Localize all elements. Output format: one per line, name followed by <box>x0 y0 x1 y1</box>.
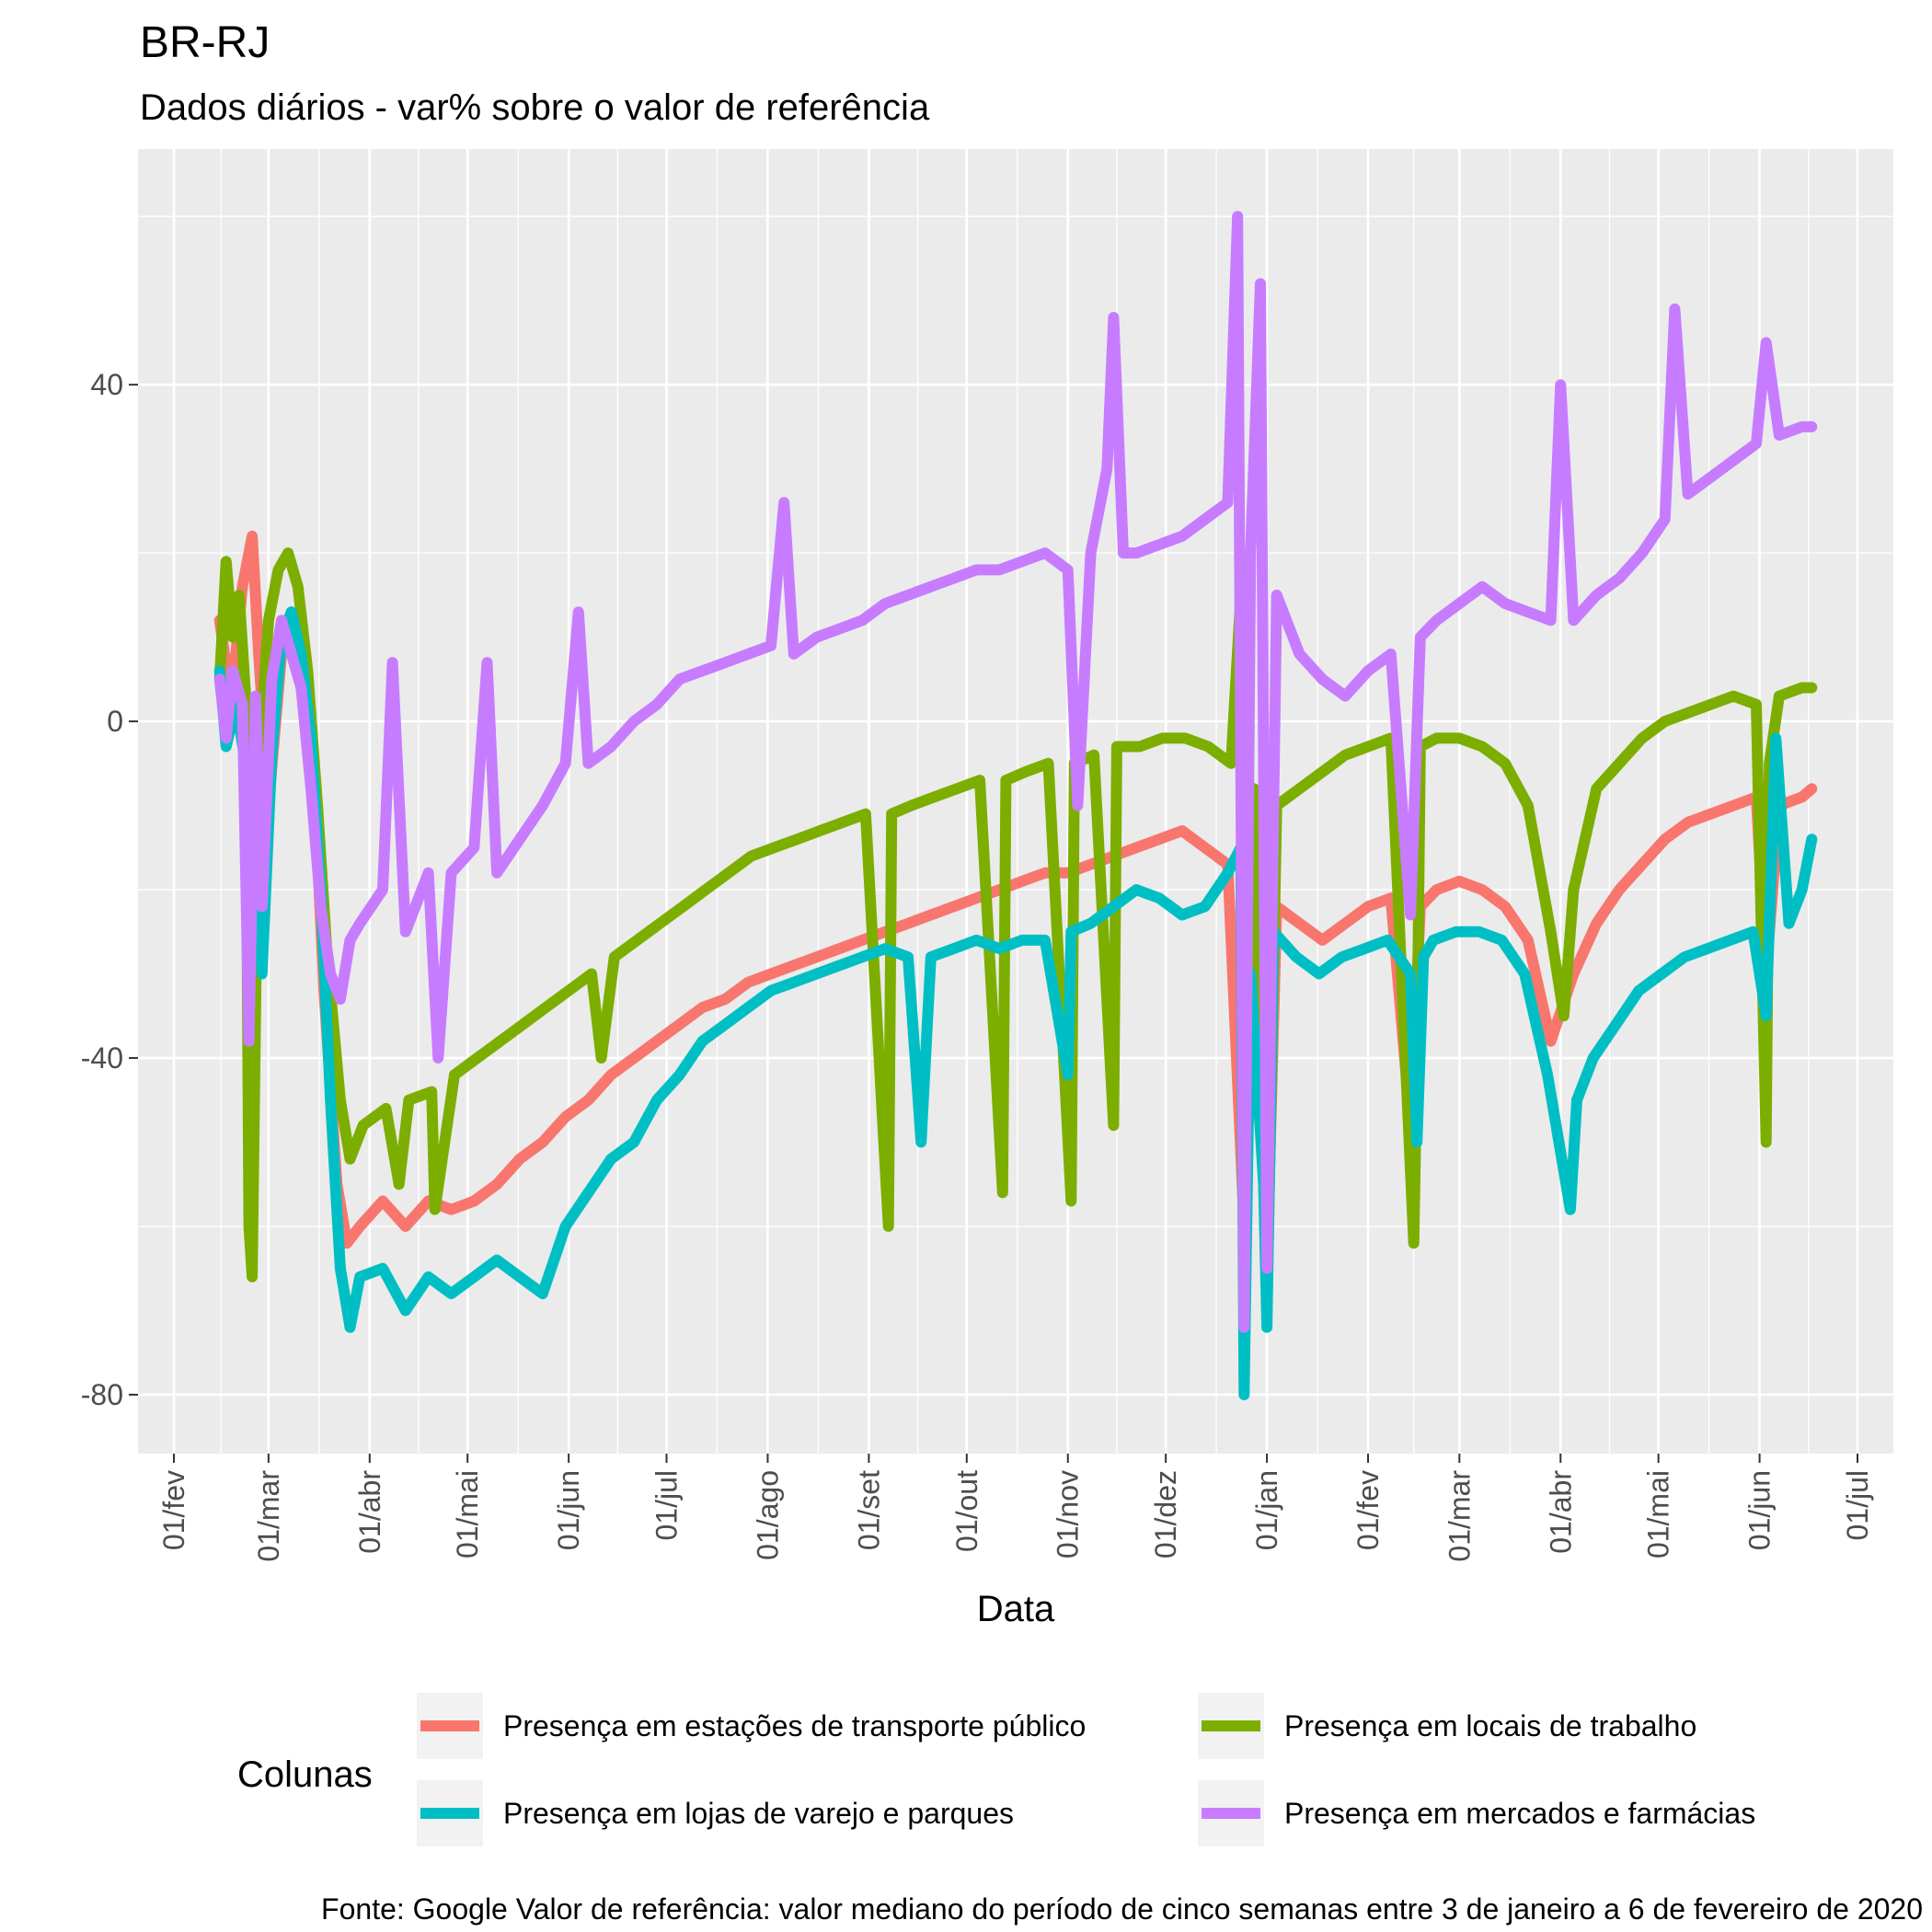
major-gridlines <box>138 149 1893 1454</box>
x-tick-label: 01/nov <box>1052 1470 1085 1558</box>
x-tick-label: 01/jun <box>1743 1470 1777 1550</box>
chart-title: BR-RJ <box>140 18 270 67</box>
chart-subtitle: Dados diários - var% sobre o valor de re… <box>140 87 930 128</box>
x-tick-label: 01/ago <box>751 1470 784 1560</box>
series-lines <box>213 211 1818 1400</box>
legend: Colunas Presença em estações de transpor… <box>237 1693 1755 1846</box>
x-tick-label: 01/jul <box>1841 1470 1874 1541</box>
x-tick-label: 01/fev <box>157 1470 190 1550</box>
legend-label: Presença em mercados e farmácias <box>1284 1797 1755 1830</box>
legend-label: Presença em estações de transporte públi… <box>503 1709 1086 1742</box>
x-tick-label: 01/jun <box>552 1470 585 1550</box>
series-line <box>213 211 1818 1333</box>
minor-gridlines <box>138 149 1893 1454</box>
series-line <box>213 530 1818 1274</box>
y-tick-label: 0 <box>107 705 123 738</box>
legend-label: Presença em lojas de varejo e parques <box>503 1797 1014 1830</box>
x-tick-label: 01/mar <box>252 1470 285 1562</box>
chart-caption: Fonte: Google Valor de referência: valor… <box>321 1892 1923 1926</box>
y-tick-label: -80 <box>81 1378 123 1411</box>
x-tick-label: 01/fev <box>1351 1470 1385 1550</box>
x-tick-label: 01/mar <box>1443 1470 1476 1562</box>
series-line <box>213 547 1818 1317</box>
x-tick-label: 01/out <box>950 1470 983 1552</box>
x-tick-label: 01/abr <box>353 1470 386 1554</box>
x-tick-label: 01/jan <box>1250 1470 1283 1550</box>
series-line <box>213 606 1818 1400</box>
x-axis-title: Data <box>977 1589 1055 1629</box>
x-tick-label: 01/mai <box>451 1470 484 1558</box>
x-axis: 01/fev 01/mar 01/abr 01/mai 01/jun 01/jul 01/a… <box>157 1454 1874 1562</box>
x-tick-label: 01/mai <box>1642 1470 1675 1558</box>
legend-title: Colunas <box>237 1754 373 1795</box>
y-tick-label: -40 <box>81 1041 123 1075</box>
x-tick-label: 01/set <box>852 1470 885 1550</box>
y-tick-label: 40 <box>90 368 123 401</box>
y-axis: 40 0 -40 -80 <box>81 368 138 1411</box>
x-tick-label: 01/abr <box>1544 1470 1577 1554</box>
legend-label: Presença em locais de trabalho <box>1284 1709 1696 1742</box>
x-tick-label: 01/dez <box>1149 1470 1182 1558</box>
x-tick-label: 01/jul <box>650 1470 684 1541</box>
plot-panel <box>138 149 1893 1454</box>
